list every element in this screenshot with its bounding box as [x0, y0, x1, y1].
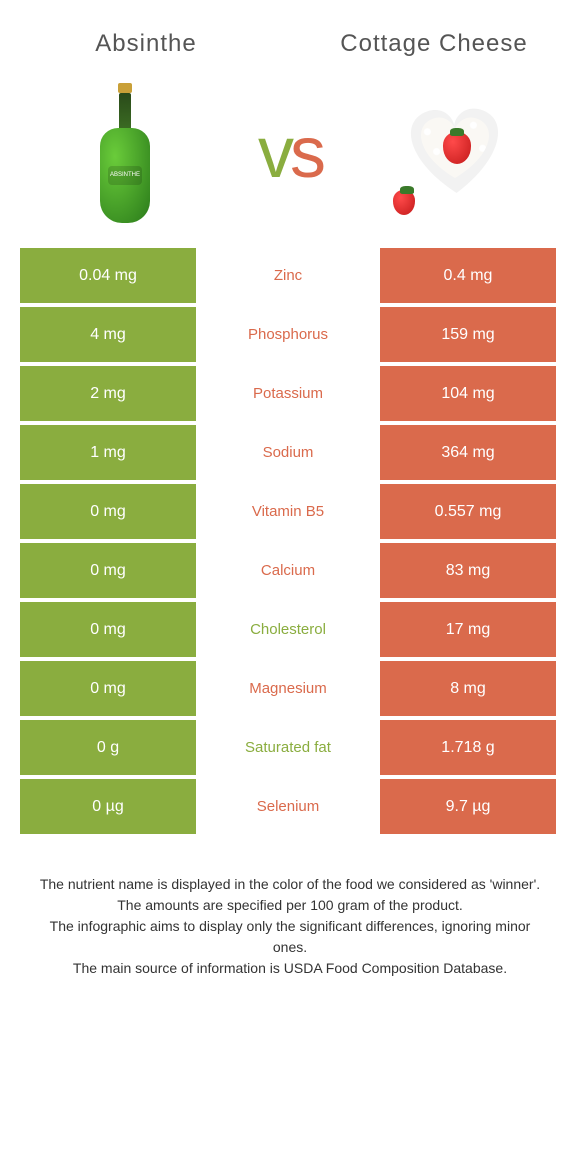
value-right: 8 mg [380, 661, 556, 716]
nutrient-name: Calcium [200, 543, 376, 598]
nutrient-name: Selenium [200, 779, 376, 834]
footer-line: The nutrient name is displayed in the co… [36, 874, 544, 895]
title-right: Cottage cheese [338, 30, 530, 58]
value-left: 0 mg [20, 484, 196, 539]
title-left: Absinthe [50, 30, 242, 58]
footer-line: The infographic aims to display only the… [36, 916, 544, 958]
table-row: 0 mgCalcium83 mg [20, 543, 560, 598]
value-left: 0.04 mg [20, 248, 196, 303]
value-right: 0.4 mg [380, 248, 556, 303]
table-row: 0 µgSelenium9.7 µg [20, 779, 560, 834]
value-right: 83 mg [380, 543, 556, 598]
table-row: 1 mgSodium364 mg [20, 425, 560, 480]
footer-line: The main source of information is USDA F… [36, 958, 544, 979]
bottle-label: ABSINTHE [108, 166, 142, 185]
nutrient-name: Sodium [200, 425, 376, 480]
cottage-cheese-image [380, 78, 530, 228]
value-right: 1.718 g [380, 720, 556, 775]
value-right: 17 mg [380, 602, 556, 657]
nutrient-name: Magnesium [200, 661, 376, 716]
value-right: 0.557 mg [380, 484, 556, 539]
value-left: 0 mg [20, 602, 196, 657]
nutrient-name: Zinc [200, 248, 376, 303]
comparison-table: 0.04 mgZinc0.4 mg4 mgPhosphorus159 mg2 m… [20, 248, 560, 834]
vs-label: vs [258, 117, 322, 189]
table-row: 0 gSaturated fat1.718 g [20, 720, 560, 775]
nutrient-name: Potassium [200, 366, 376, 421]
table-row: 0 mgVitamin B50.557 mg [20, 484, 560, 539]
table-row: 0.04 mgZinc0.4 mg [20, 248, 560, 303]
value-right: 104 mg [380, 366, 556, 421]
value-left: 4 mg [20, 307, 196, 362]
table-row: 4 mgPhosphorus159 mg [20, 307, 560, 362]
nutrient-name: Cholesterol [200, 602, 376, 657]
bowl-icon [385, 98, 525, 208]
footer-notes: The nutrient name is displayed in the co… [20, 874, 560, 979]
value-left: 0 g [20, 720, 196, 775]
value-right: 364 mg [380, 425, 556, 480]
value-left: 1 mg [20, 425, 196, 480]
value-left: 2 mg [20, 366, 196, 421]
absinthe-image: ABSINTHE [50, 78, 200, 228]
value-left: 0 mg [20, 661, 196, 716]
images-row: ABSINTHE vs [20, 78, 560, 248]
header: Absinthe Cottage cheese [20, 20, 560, 78]
nutrient-name: Saturated fat [200, 720, 376, 775]
nutrient-name: Phosphorus [200, 307, 376, 362]
value-left: 0 µg [20, 779, 196, 834]
value-right: 9.7 µg [380, 779, 556, 834]
footer-line: The amounts are specified per 100 gram o… [36, 895, 544, 916]
nutrient-name: Vitamin B5 [200, 484, 376, 539]
value-right: 159 mg [380, 307, 556, 362]
bottle-icon: ABSINTHE [100, 83, 150, 223]
value-left: 0 mg [20, 543, 196, 598]
table-row: 0 mgCholesterol17 mg [20, 602, 560, 657]
table-row: 0 mgMagnesium8 mg [20, 661, 560, 716]
strawberry-icon [393, 190, 415, 215]
table-row: 2 mgPotassium104 mg [20, 366, 560, 421]
